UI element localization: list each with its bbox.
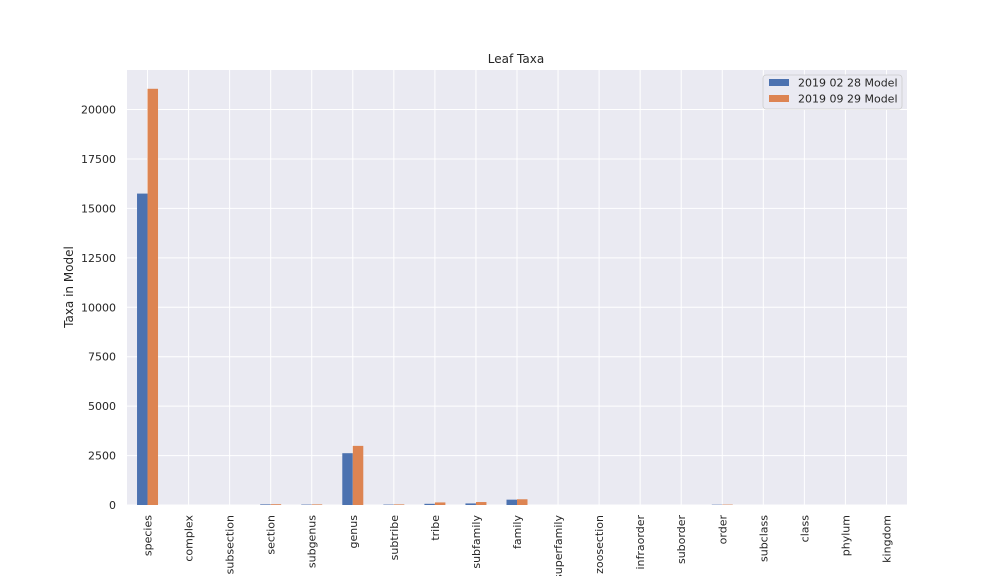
y-tick-label: 12500 bbox=[81, 252, 116, 265]
x-tick-label: subgenus bbox=[306, 515, 319, 568]
y-tick-label: 5000 bbox=[88, 400, 116, 413]
x-tick-label: family bbox=[511, 515, 524, 549]
legend-label: 2019 02 28 Model bbox=[798, 77, 898, 90]
y-axis-label: Taxa in Model bbox=[62, 246, 76, 329]
y-tick-labels: 0 2500 5000 7500 10000 12500 15000 17500 20000 bbox=[81, 104, 116, 512]
x-tick-label: subsection bbox=[224, 515, 237, 574]
bar-section-series-2 bbox=[271, 504, 282, 505]
y-tick-label: 15000 bbox=[81, 202, 116, 215]
bar-species-series-1 bbox=[137, 194, 148, 505]
bar-tribe-series-1 bbox=[424, 504, 435, 505]
x-tick-label: complex bbox=[183, 515, 196, 562]
bar-subfamily-series-1 bbox=[465, 503, 476, 505]
y-tick-label: 0 bbox=[109, 499, 116, 512]
bar-tribe-series-2 bbox=[435, 502, 446, 505]
bar-family-series-1 bbox=[507, 500, 518, 505]
chart-title: Leaf Taxa bbox=[488, 52, 544, 66]
y-tick-label: 10000 bbox=[81, 301, 116, 314]
legend: 2019 02 28 Model 2019 09 29 Model bbox=[763, 75, 902, 109]
y-tick-label: 2500 bbox=[88, 450, 116, 463]
bar-family-series-2 bbox=[517, 499, 528, 505]
x-tick-label: kingdom bbox=[880, 515, 893, 563]
x-tick-label: superfamily bbox=[552, 515, 565, 576]
x-tick-label: subtribe bbox=[388, 515, 401, 561]
bar-subfamily-series-2 bbox=[476, 502, 487, 505]
bar-subgenus-series-2 bbox=[312, 504, 323, 505]
bar-genus-series-1 bbox=[342, 453, 353, 505]
bar-genus-series-2 bbox=[353, 446, 364, 505]
legend-label: 2019 09 29 Model bbox=[798, 93, 898, 106]
bar-subtribe-series-2 bbox=[394, 504, 405, 505]
x-tick-label: suborder bbox=[675, 515, 688, 564]
x-tick-labels: species complex subsection section subgenus g… bbox=[142, 515, 894, 576]
legend-swatch bbox=[769, 79, 789, 86]
y-tick-label: 17500 bbox=[81, 153, 116, 166]
x-tick-label: species bbox=[142, 515, 155, 556]
x-tick-label: tribe bbox=[429, 515, 442, 541]
x-tick-label: order bbox=[716, 515, 729, 545]
legend-swatch bbox=[769, 95, 789, 102]
y-tick-label: 20000 bbox=[81, 104, 116, 117]
x-tick-label: phylum bbox=[839, 515, 852, 556]
x-tick-label: infraorder bbox=[634, 515, 647, 570]
bar-section-series-1 bbox=[260, 504, 271, 505]
x-tick-label: section bbox=[265, 515, 278, 555]
x-tick-label: subfamily bbox=[470, 515, 483, 569]
bar-species-series-2 bbox=[148, 89, 159, 505]
x-tick-label: zoosection bbox=[593, 515, 606, 574]
y-tick-label: 7500 bbox=[88, 351, 116, 364]
x-tick-label: genus bbox=[347, 515, 360, 549]
x-tick-label: subclass bbox=[757, 515, 770, 562]
x-tick-label: class bbox=[798, 515, 811, 543]
